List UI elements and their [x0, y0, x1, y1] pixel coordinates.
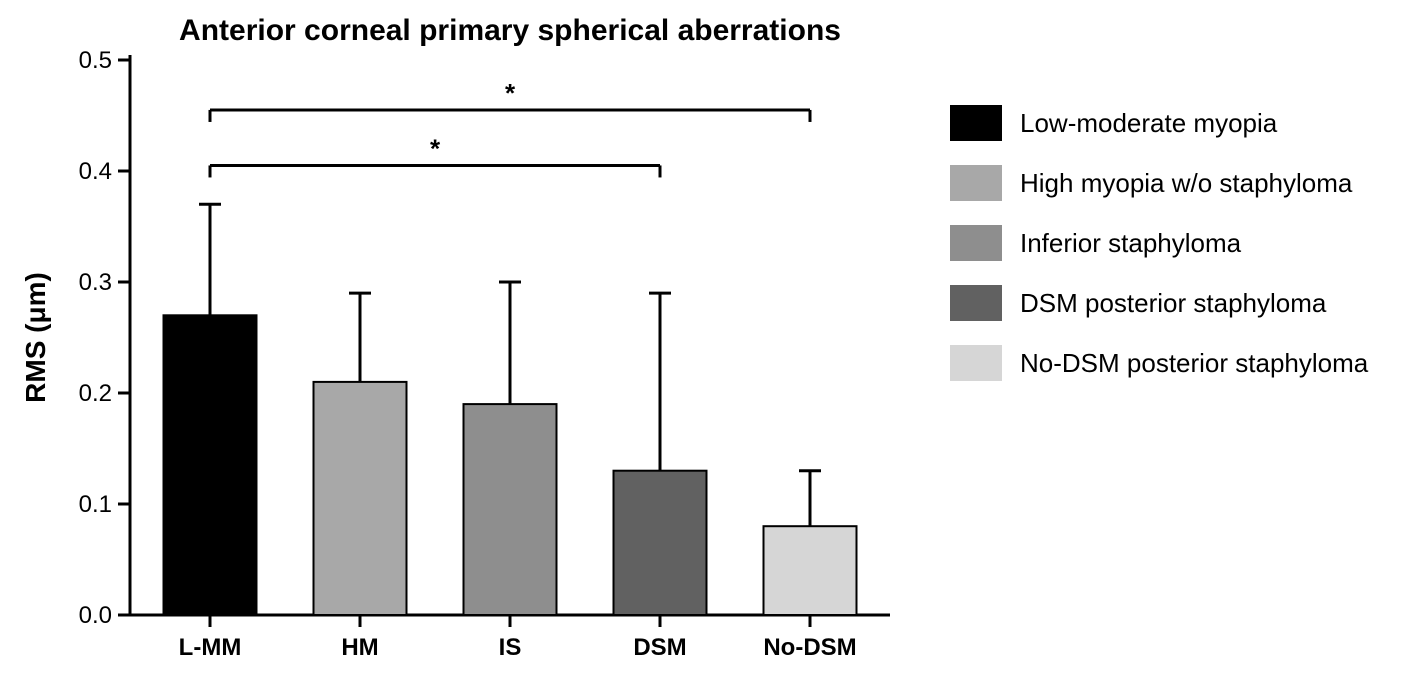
bar [614, 471, 707, 615]
legend-label: Low-moderate myopia [1020, 108, 1278, 138]
bar [314, 382, 407, 615]
legend-swatch [950, 165, 1002, 201]
y-tick-label: 0.5 [79, 47, 112, 74]
legend-label: DSM posterior staphyloma [1020, 288, 1327, 318]
significance-star: * [505, 78, 516, 108]
bar [164, 315, 257, 615]
bar [764, 526, 857, 615]
legend-swatch [950, 345, 1002, 381]
y-tick-label: 0.2 [79, 380, 112, 407]
chart-svg: Anterior corneal primary spherical aberr… [0, 0, 1418, 684]
y-tick-label: 0.1 [79, 491, 112, 518]
significance-star: * [430, 133, 441, 163]
y-tick-label: 0.3 [79, 269, 112, 296]
legend-swatch [950, 105, 1002, 141]
chart-stage: Anterior corneal primary spherical aberr… [0, 0, 1418, 684]
x-tick-label: DSM [633, 634, 686, 661]
legend-label: High myopia w/o staphyloma [1020, 168, 1353, 198]
x-tick-label: L-MM [179, 634, 242, 661]
legend-label: No-DSM posterior staphyloma [1020, 348, 1369, 378]
legend-label: Inferior staphyloma [1020, 228, 1242, 258]
legend-swatch [950, 225, 1002, 261]
x-tick-label: No-DSM [763, 634, 856, 661]
y-tick-label: 0.4 [79, 158, 112, 185]
chart-title: Anterior corneal primary spherical aberr… [179, 14, 841, 47]
y-axis-label: RMS (μm) [20, 272, 51, 403]
bar [464, 404, 557, 615]
legend-swatch [950, 285, 1002, 321]
x-tick-label: IS [499, 634, 522, 661]
y-tick-label: 0.0 [79, 602, 112, 629]
x-tick-label: HM [341, 634, 378, 661]
